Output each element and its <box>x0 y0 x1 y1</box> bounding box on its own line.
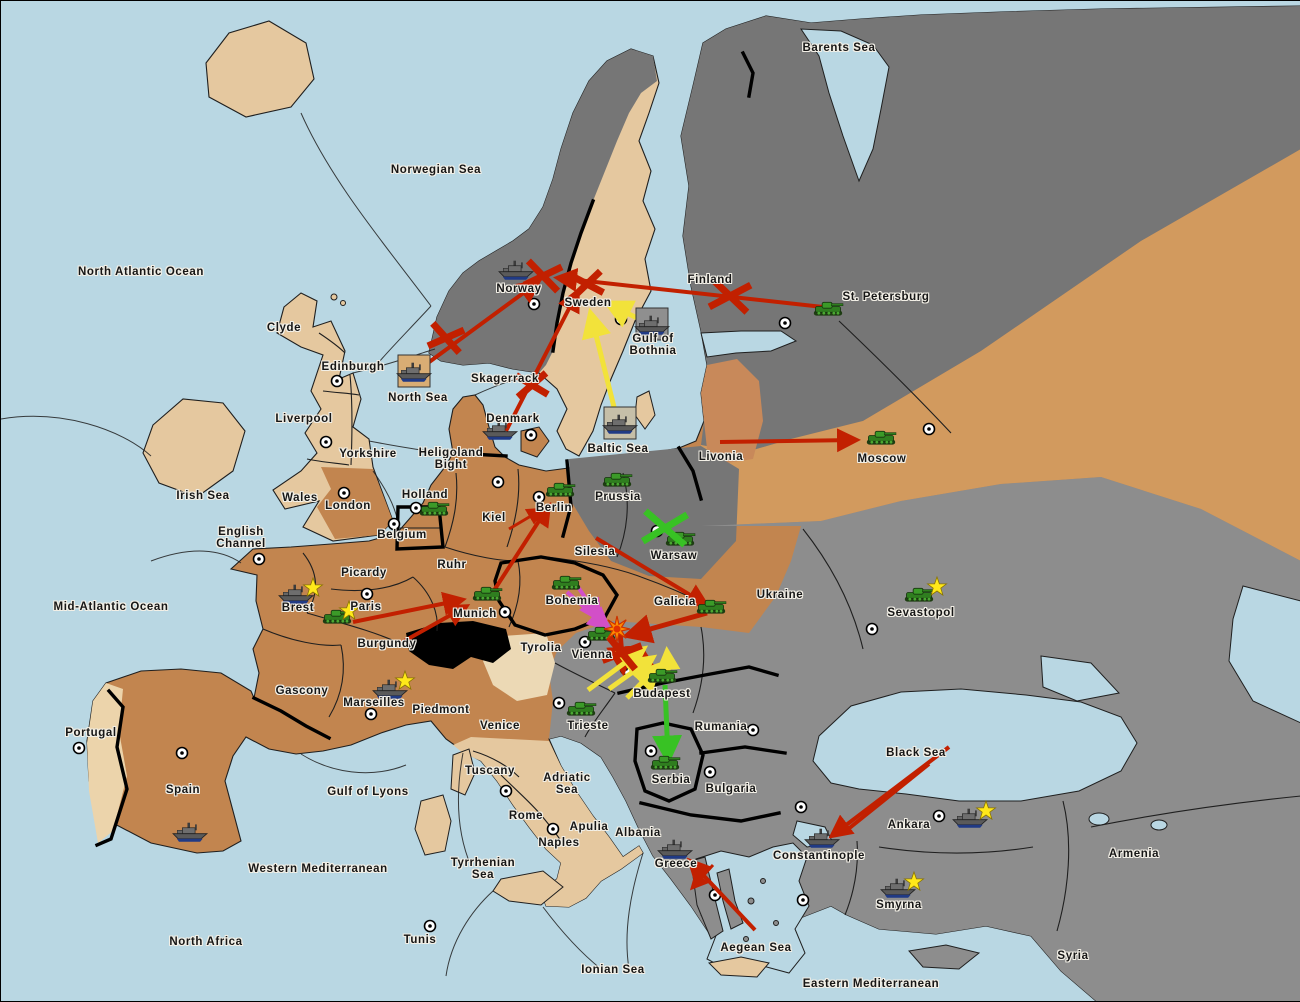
region-east-orange <box>699 149 1300 561</box>
gold-star-marker <box>903 870 925 892</box>
failed-move-x-red <box>601 634 643 672</box>
sea-zone-borders <box>1 112 644 977</box>
supply-center-dot <box>532 490 546 504</box>
supply-center-dot <box>364 707 378 721</box>
order-arrow-red <box>508 507 545 531</box>
supply-center-dot <box>337 486 351 500</box>
white-sea <box>800 28 890 183</box>
order-arrow-red <box>504 287 580 432</box>
supply-center-dot <box>796 893 810 907</box>
supply-center-dot <box>409 501 423 515</box>
island-sardinia <box>414 794 452 856</box>
region-livonia <box>701 359 763 463</box>
order-arrow-yellow <box>581 307 620 420</box>
order-arrow-red <box>621 610 708 644</box>
gold-star-marker <box>926 575 948 597</box>
aegean-islet-3 <box>743 936 749 942</box>
order-arrow-red <box>845 762 931 832</box>
order-arrow-red <box>553 268 824 309</box>
supply-center-dot <box>387 517 401 531</box>
region-switzerland <box>406 621 511 669</box>
failed-move-x-red <box>426 321 466 355</box>
supply-center-dot <box>546 822 560 836</box>
gold-star-marker <box>338 599 360 621</box>
gold-star-marker <box>394 669 416 691</box>
region-norway <box>429 49 657 373</box>
supply-center-dot <box>319 435 333 449</box>
region-italy-south <box>453 737 643 907</box>
failed-move-x-red <box>707 277 753 315</box>
black-sea-shape <box>812 688 1138 802</box>
order-arrow-red <box>594 536 711 608</box>
battle-burst-core <box>613 625 621 633</box>
gold-star-marker <box>975 799 997 821</box>
greece-finger-2 <box>716 868 744 930</box>
supply-center-dot <box>552 696 566 710</box>
failed-move-x-red <box>514 370 550 400</box>
supply-center-dot <box>491 475 505 489</box>
supply-center-dot <box>499 784 513 798</box>
supply-center-dot <box>72 741 86 755</box>
inner-seas <box>695 28 1300 974</box>
supply-center-dot <box>498 605 512 619</box>
armenia-lake-2 <box>1150 819 1168 831</box>
sea-of-azov <box>1040 655 1120 702</box>
order-arrow-red <box>398 604 471 646</box>
supply-center-dot <box>175 746 189 760</box>
caspian-sea <box>1228 585 1300 724</box>
island-ireland <box>142 398 246 498</box>
supply-center-dot <box>614 312 628 326</box>
gulf-of-finland-sea <box>700 330 798 358</box>
order-arrow-red <box>415 279 542 373</box>
order-arrow-red <box>352 591 467 624</box>
island-crete <box>707 956 770 978</box>
supply-center-dot <box>932 809 946 823</box>
supply-center-dot <box>527 297 541 311</box>
island-corsica <box>450 748 476 796</box>
supply-center-dot <box>794 800 808 814</box>
failed-move-x-red <box>569 268 605 300</box>
supply-center-dot <box>644 744 658 758</box>
island-iceland <box>205 20 315 118</box>
supply-center-dot <box>922 422 936 436</box>
order-arrow-red <box>719 428 861 453</box>
gold-star-marker <box>302 576 324 598</box>
failed-move-x-green <box>640 508 690 548</box>
supply-center-dot <box>703 765 717 779</box>
units-layer[interactable] <box>172 260 988 899</box>
region-portugal <box>87 683 127 843</box>
region-england <box>317 467 393 539</box>
supply-center-dot <box>524 428 538 442</box>
supply-center-dot <box>746 723 760 737</box>
order-arrow-red <box>828 745 951 839</box>
aegean-islet-2 <box>760 878 766 884</box>
orkney-1 <box>330 293 338 301</box>
order-arrow-green <box>652 684 683 766</box>
island-cyprus <box>908 944 981 970</box>
aegean-islet-4 <box>773 920 779 926</box>
armenia-lake-1 <box>1088 812 1110 826</box>
orkney-2 <box>340 300 346 306</box>
region-russia-north <box>681 6 1300 453</box>
failed-move-x-red <box>522 258 564 294</box>
order-arrow-yellow <box>625 661 663 700</box>
supply-center-dot <box>778 316 792 330</box>
supply-center-dot <box>865 622 879 636</box>
order-arrow-magenta <box>576 585 603 623</box>
aegean-islet-1 <box>747 897 755 905</box>
order-arrow-red <box>689 863 715 891</box>
result-marks-layer <box>302 258 997 892</box>
supply-center-dot <box>252 552 266 566</box>
supply-center-dot <box>360 587 374 601</box>
supply-center-dot <box>423 919 437 933</box>
supply-center-dot <box>330 374 344 388</box>
